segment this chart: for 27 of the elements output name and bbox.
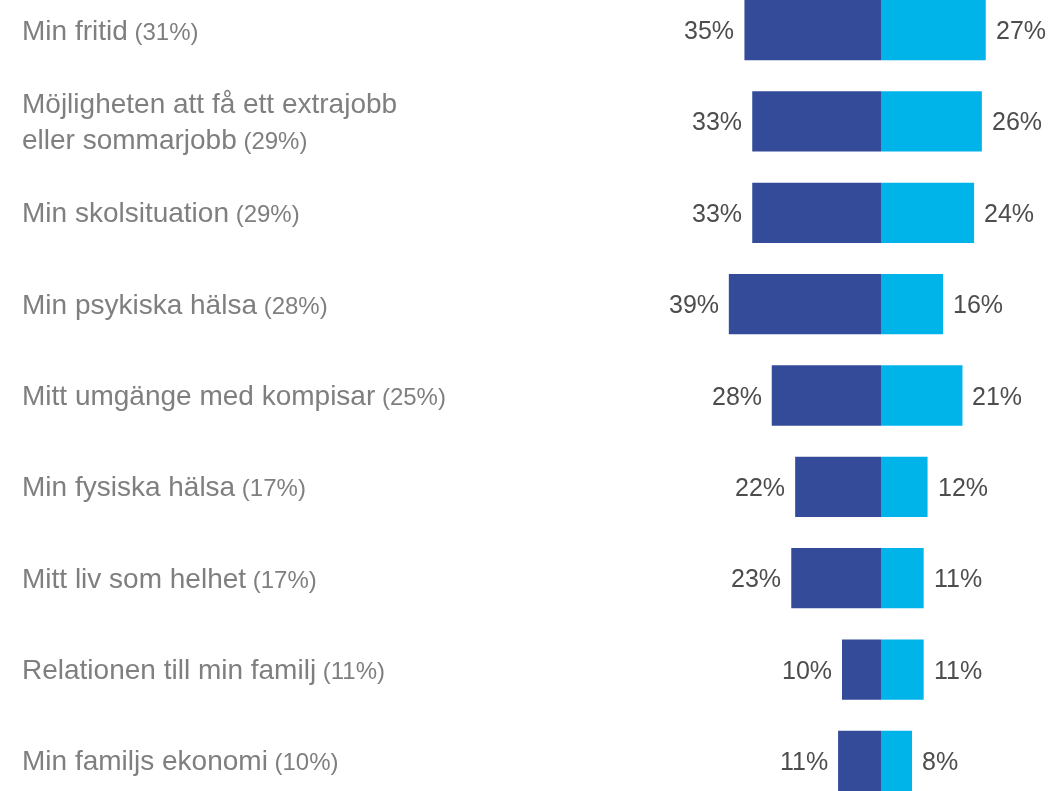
data-label: 33% [692,199,743,227]
data-label: 23% [731,564,782,592]
data-label: 35% [684,16,735,44]
y-tick-label: Min skolsituation (29%) [22,197,300,228]
y-tick-label: Min fritid (31%) [22,15,199,46]
y-tick-label: Möjligheten att få ett extrajobb eller sommarjobb (29%) [22,88,398,156]
data-label: 11% [934,564,983,592]
y-tick-label: Min familjs ekonomi (10%) [22,745,339,776]
data-label: 11% [934,656,983,684]
data-label: 26% [992,107,1043,135]
data-label: 21% [972,382,1023,410]
data-label: 10% [782,656,833,684]
data-label: 11% [780,747,829,775]
y-tick-label: Min psykiska hälsa (28%) [22,289,328,320]
y-tick-label: Min fysiska hälsa (17%) [22,471,306,502]
y-tick-label: Mitt umgänge med kompisar (25%) [22,380,446,411]
y-tick-label: Relationen till min familj (11%) [22,654,386,685]
data-label: 27% [996,16,1047,44]
data-label: 22% [735,473,786,501]
data-label: 24% [984,199,1035,227]
data-label: 12% [938,473,989,501]
data-label: 33% [692,107,743,135]
data-label: 8% [922,747,959,775]
data-label: 16% [953,290,1004,318]
data-label: 39% [669,290,720,318]
y-tick-label: Mitt liv som helhet (17%) [22,563,317,594]
data-label: 28% [712,382,763,410]
